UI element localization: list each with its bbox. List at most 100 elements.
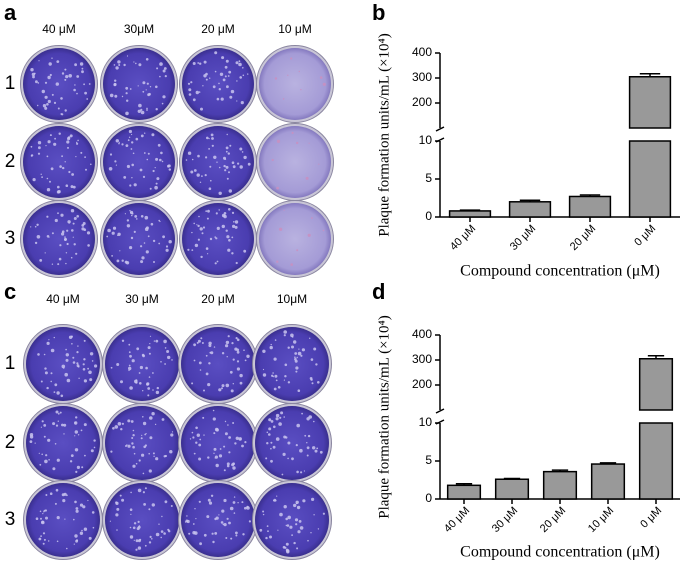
plaque (309, 377, 313, 380)
plaque (273, 498, 277, 502)
plaque (193, 222, 195, 225)
plaque (159, 62, 163, 66)
plaque (200, 255, 203, 259)
plaque (119, 494, 122, 497)
plaque (291, 336, 294, 338)
plaque (224, 420, 227, 423)
plaque (236, 350, 240, 354)
plaque (57, 107, 60, 110)
plaque (317, 528, 320, 530)
plaque (295, 370, 298, 373)
plaque (235, 531, 238, 535)
plaque (158, 242, 161, 245)
bar (568, 195, 612, 218)
plaque (296, 356, 298, 359)
plaque (132, 526, 136, 530)
plaque (34, 225, 37, 228)
plaque (228, 70, 232, 74)
plaque (54, 443, 57, 445)
plaque (212, 417, 216, 421)
y-tick-label: 0 (425, 491, 432, 505)
plaque (44, 106, 48, 110)
plaque (57, 212, 59, 215)
plaque (37, 82, 40, 84)
plaque (70, 209, 75, 213)
plaque (287, 381, 291, 384)
panel-label: c (4, 279, 16, 304)
plaque (155, 108, 158, 111)
plaque (38, 452, 40, 454)
plaque (226, 462, 230, 466)
plaque (138, 459, 141, 462)
plaque (205, 354, 208, 357)
plaque (227, 424, 229, 426)
plaque (223, 212, 227, 215)
plaque (60, 394, 64, 398)
plaque (267, 530, 269, 533)
plaque (283, 330, 288, 334)
plaque (32, 75, 35, 79)
plaque (134, 379, 138, 384)
plaque (268, 433, 271, 436)
plaque (74, 430, 79, 434)
plaque (106, 235, 109, 238)
plaque (129, 88, 132, 90)
plaque (161, 515, 163, 518)
plaque (283, 209, 285, 211)
plaque (61, 423, 64, 427)
plate (103, 126, 175, 198)
plaque (293, 541, 296, 545)
plaque (83, 358, 86, 361)
plaque (40, 535, 42, 537)
plaque (54, 218, 58, 223)
plaque (226, 235, 230, 239)
plaque (168, 240, 172, 244)
plaque (197, 154, 200, 158)
plaque (113, 64, 116, 66)
plaque (322, 82, 326, 86)
plaque (205, 247, 209, 250)
plaque (266, 431, 269, 434)
plaque (312, 446, 316, 450)
y-tick-label: 10 (419, 415, 433, 429)
plaque (147, 346, 151, 350)
x-tick-label: 20 μM (568, 223, 598, 253)
plaque (270, 343, 272, 346)
plaque (67, 220, 71, 224)
y-tick-label: 5 (425, 171, 432, 185)
plaque (297, 389, 301, 393)
plaque (142, 81, 146, 85)
plate (255, 327, 329, 401)
plaque (73, 243, 76, 246)
plaque (235, 337, 238, 340)
plate (181, 483, 255, 557)
plaque (294, 359, 298, 363)
plaque (126, 224, 131, 228)
plaque (210, 494, 214, 497)
plaque (40, 517, 42, 520)
plaque (229, 370, 233, 374)
plaque (294, 518, 299, 522)
plaque (296, 505, 301, 510)
plaque (79, 62, 84, 66)
plaque (187, 82, 191, 85)
plaque (185, 159, 188, 161)
plaque (115, 501, 119, 505)
plaque (158, 523, 160, 525)
plaque (247, 73, 249, 75)
plaque (71, 229, 74, 232)
plaque (287, 346, 290, 349)
plaque (128, 364, 131, 367)
plaque (231, 342, 234, 345)
plaque (192, 523, 195, 525)
plaque (120, 380, 123, 384)
plaque (191, 249, 194, 252)
plaque (153, 455, 155, 457)
plaque (196, 173, 200, 177)
plaque (161, 418, 165, 421)
plaque (191, 231, 193, 234)
plaque (142, 472, 145, 475)
x-tick-label: 0 μM (638, 505, 664, 531)
plaque (160, 530, 164, 533)
y-axis-label: Plaque formation units/mL (×10⁴) (376, 33, 392, 237)
